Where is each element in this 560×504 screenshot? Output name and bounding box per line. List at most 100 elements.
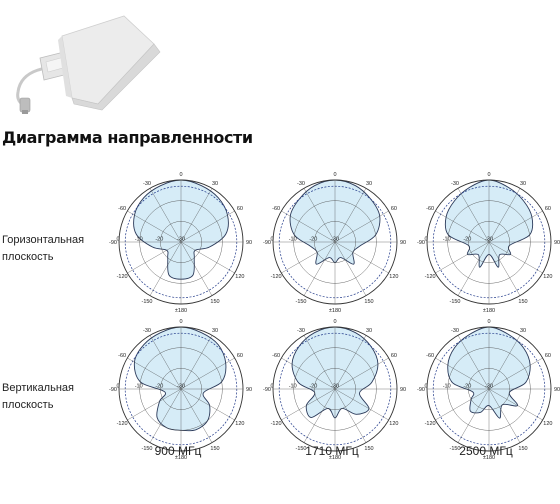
angle-tick-label: 150	[364, 446, 373, 452]
angle-tick-label: -30	[143, 328, 151, 334]
angle-tick-label: 120	[543, 421, 552, 427]
angle-tick-label: 30	[520, 328, 526, 334]
angle-tick-label: -60	[118, 353, 126, 359]
grid-spoke	[303, 188, 336, 243]
angle-tick-label: 90	[554, 240, 560, 246]
angle-tick-label: 0	[333, 319, 336, 325]
grid-spoke	[334, 388, 389, 421]
angle-tick-label: -150	[449, 446, 460, 452]
angle-tick-label: -60	[426, 353, 434, 359]
angle-tick-label: -120	[425, 274, 436, 280]
angle-tick-label: 0	[487, 319, 490, 325]
angle-tick-label: -120	[271, 274, 282, 280]
grid-spoke	[127, 388, 182, 421]
angle-tick-label: ±180	[483, 308, 495, 314]
angle-tick-label: 120	[543, 274, 552, 280]
angle-tick-label: -150	[141, 446, 152, 452]
grid-spoke	[334, 388, 367, 443]
grid-spoke	[488, 388, 521, 443]
angle-tick-label: ±180	[483, 455, 495, 461]
angle-tick-label: ±180	[329, 455, 341, 461]
grid-spoke	[180, 388, 213, 443]
grid-spoke	[457, 188, 490, 243]
angle-tick-label: -150	[295, 299, 306, 305]
radial-tick-label: 0	[424, 384, 427, 390]
radial-tick-label: -20	[309, 384, 317, 390]
grid-spoke	[127, 210, 182, 243]
grid-spoke	[435, 388, 490, 421]
angle-tick-label: 60	[391, 353, 397, 359]
radial-tick-label: -30	[331, 237, 339, 243]
angle-tick-label: 150	[364, 299, 373, 305]
radial-tick-label: -10	[443, 237, 451, 243]
row-label-horizontal: Горизонтальная плоскость	[2, 232, 112, 266]
angle-tick-label: ±180	[329, 308, 341, 314]
angle-tick-label: 90	[400, 240, 406, 246]
angle-tick-label: ±180	[175, 455, 187, 461]
grid-spoke	[334, 335, 367, 390]
angle-tick-label: 0	[179, 172, 182, 178]
angle-tick-label: -150	[141, 299, 152, 305]
row-label-line2: плоскость	[2, 399, 54, 411]
grid-spoke	[303, 241, 336, 296]
row-label-line1: Вертикальная	[2, 382, 74, 394]
angle-tick-label: -30	[143, 181, 151, 187]
angle-tick-label: 90	[246, 240, 252, 246]
angle-tick-label: -60	[426, 206, 434, 212]
grid-spoke	[334, 188, 367, 243]
angle-tick-label: 150	[210, 299, 219, 305]
grid-spoke	[334, 241, 389, 274]
grid-spoke	[488, 357, 543, 390]
grid-spoke	[488, 388, 543, 421]
angle-tick-label: 30	[212, 181, 218, 187]
angle-tick-label: -60	[118, 206, 126, 212]
grid-spoke	[488, 188, 521, 243]
angle-tick-label: 120	[235, 274, 244, 280]
radial-tick-label: -30	[177, 384, 185, 390]
radial-tick-label: 0	[270, 384, 273, 390]
grid-spoke	[281, 388, 336, 421]
grid-spoke	[127, 357, 182, 390]
grid-spoke	[180, 241, 235, 274]
row-label-line2: плоскость	[2, 251, 54, 263]
row-label-vertical: Вертикальная плоскость	[2, 380, 112, 414]
angle-tick-label: 60	[237, 206, 243, 212]
angle-tick-label: 60	[545, 206, 551, 212]
angle-tick-label: 120	[235, 421, 244, 427]
frequency-label-1710: 1710 МГц	[305, 444, 359, 458]
angle-tick-label: 60	[545, 353, 551, 359]
radial-tick-label: -20	[155, 384, 163, 390]
grid-spoke	[281, 210, 336, 243]
polar-chart-horizontal-1710: 0 30 60 90 120 150 ±180 -150 -120 -90 -60 -30 -30 -20…	[263, 172, 406, 314]
grid-spoke	[435, 241, 490, 274]
angle-tick-label: 150	[210, 446, 219, 452]
polar-chart-horizontal-2500: 0 30 60 90 120 150 ±180 -150 -120 -90 -60 -30 -30 -20…	[417, 172, 560, 314]
angle-tick-label: 120	[389, 274, 398, 280]
angle-tick-label: 90	[400, 387, 406, 393]
angle-tick-label: 150	[518, 446, 527, 452]
radial-tick-label: -30	[331, 384, 339, 390]
grid-spoke	[488, 335, 521, 390]
polar-chart-horizontal-900: 0 30 60 90 120 150 ±180 -150 -120 -90 -60 -30 -30 -20…	[109, 172, 252, 314]
radial-tick-label: -20	[463, 237, 471, 243]
radial-tick-label: -30	[485, 384, 493, 390]
angle-tick-label: -150	[449, 299, 460, 305]
radial-tick-label: -30	[485, 237, 493, 243]
angle-tick-label: -90	[109, 240, 117, 246]
angle-tick-label: 30	[212, 328, 218, 334]
angle-tick-label: -120	[117, 421, 128, 427]
angle-tick-label: -150	[295, 446, 306, 452]
angle-tick-label: 60	[237, 353, 243, 359]
angle-tick-label: -30	[451, 328, 459, 334]
angle-tick-label: -30	[297, 328, 305, 334]
angle-tick-label: ±180	[175, 308, 187, 314]
row-label-line1: Горизонтальная	[2, 234, 85, 246]
radial-tick-label: 0	[270, 237, 273, 243]
grid-spoke	[180, 357, 235, 390]
grid-spoke	[457, 388, 490, 443]
angle-tick-label: 120	[389, 421, 398, 427]
grid-spoke	[303, 388, 336, 443]
angle-tick-label: 90	[246, 387, 252, 393]
grid-spoke	[149, 241, 182, 296]
angle-tick-label: 30	[520, 181, 526, 187]
